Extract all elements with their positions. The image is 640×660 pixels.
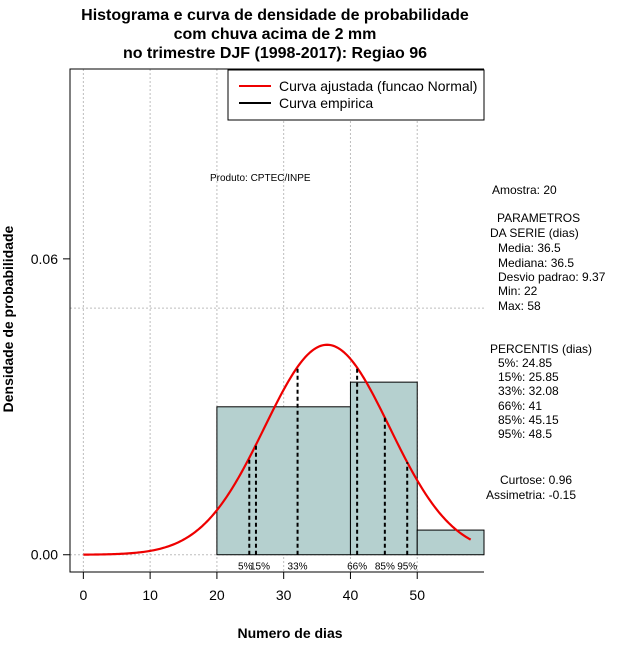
stat-min: Min: 22: [498, 284, 538, 298]
y-tick-label: 0.06: [31, 251, 58, 267]
x-tick-label: 40: [343, 587, 359, 603]
percentile-label-15: 15%: [250, 562, 270, 573]
x-tick-label: 50: [409, 587, 425, 603]
stat-p33: 33%: 32.08: [498, 384, 559, 398]
percentile-label-66: 66%: [347, 562, 367, 573]
x-tick-label: 10: [142, 587, 158, 603]
x-tick-label: 30: [276, 587, 292, 603]
legend-box: [227, 69, 485, 121]
y-tick-label: 0.00: [31, 547, 58, 563]
percentile-label-33: 33%: [288, 562, 308, 573]
percentile-label-95: 95%: [397, 562, 417, 573]
stat-media: Media: 36.5: [498, 241, 561, 255]
legend-label-1: Curva ajustada (funcao Normal): [279, 78, 477, 94]
title-line-1: Histograma e curva de densidade de proba…: [81, 7, 469, 24]
y-axis-label: Densidade de probabilidade: [0, 225, 16, 413]
percentile-label-5: 5%: [238, 562, 253, 573]
stat-max: Max: 58: [498, 299, 541, 313]
product-annotation: Produto: CPTEC/INPE: [210, 173, 311, 184]
x-tick-label: 20: [209, 587, 225, 603]
histogram-bar-3: [416, 529, 485, 556]
legend-label-2: Curva empirica: [279, 95, 373, 111]
stat-p66: 66%: 41: [498, 399, 543, 413]
stat-p85: 85%: 45.15: [498, 413, 559, 427]
percentile-label-85: 85%: [375, 562, 395, 573]
x-tick-label: 0: [79, 587, 87, 603]
normal-density-curve: [83, 343, 472, 556]
chart-title: Histograma e curva de densidade de proba…: [0, 6, 550, 63]
stat-curtose: Curtose: 0.96: [500, 473, 573, 487]
stat-amostra: Amostra: 20: [492, 183, 557, 197]
x-axis-label: Numero de dias: [237, 625, 343, 641]
stat-desvio: Desvio padrao: 9.37: [498, 270, 606, 284]
stat-p15: 15%: 25.85: [498, 370, 559, 384]
stat-mediana: Mediana: 36.5: [498, 256, 575, 270]
stat-param-header-2: DA SERIE (dias): [490, 226, 579, 240]
title-line-3: no trimestre DJF (1998-2017): Regiao 96: [122, 45, 428, 62]
stat-p5: 5%: 24.85: [498, 356, 553, 370]
stat-p95: 95%: 48.5: [498, 427, 553, 441]
histogram-bar-1: [216, 406, 351, 556]
stat-param-header-1: PARAMETROS: [497, 211, 581, 225]
title-line-2: com chuva acima de 2 mm: [173, 26, 377, 43]
stat-perc-header: PERCENTIS (dias): [490, 342, 593, 356]
stat-assimetria: Assimetria: -0.15: [486, 488, 577, 502]
histogram-bar-2: [349, 381, 418, 556]
